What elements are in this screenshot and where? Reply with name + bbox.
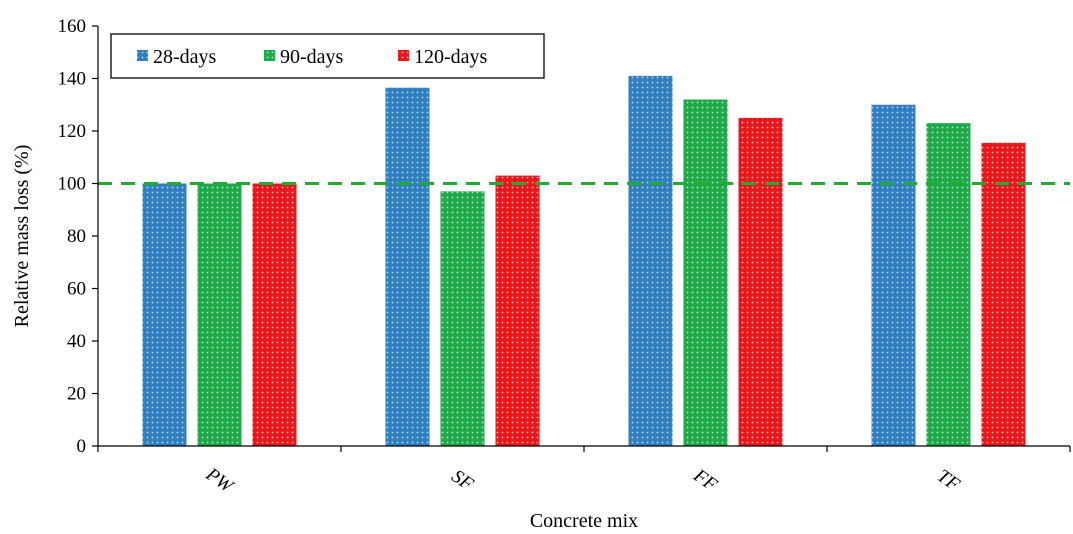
y-tick-label: 160 [58, 16, 87, 37]
y-tick-label: 100 [58, 174, 87, 195]
bar-texture [683, 99, 728, 446]
bar-texture [871, 104, 916, 446]
bars-group [142, 75, 1026, 446]
y-tick-label: 20 [67, 384, 86, 405]
legend-items: 28-days 90-days 120-days [137, 46, 488, 68]
y-tick-label: 120 [58, 121, 87, 142]
bar-texture [628, 75, 673, 446]
legend-swatch-texture [398, 50, 409, 61]
legend-label-120-days: 120-days [414, 46, 488, 68]
y-tick-label: 40 [67, 331, 86, 352]
bar-texture [981, 142, 1026, 446]
bar-texture [495, 175, 540, 446]
bar-texture [197, 183, 242, 446]
y-tick-label: 0 [77, 436, 87, 457]
y-tick-label: 80 [67, 226, 86, 247]
x-tick-label: PW [201, 463, 238, 498]
bar-texture [738, 117, 783, 446]
bar-texture [440, 191, 485, 446]
bar-texture [142, 183, 187, 446]
y-tick-label: 60 [67, 279, 86, 300]
legend-label-28-days: 28-days [153, 46, 217, 68]
bar-texture [926, 123, 971, 446]
y-tick-label: 140 [58, 69, 87, 90]
x-ticks-group: PW SF FF TF [97, 446, 1071, 498]
legend-swatch-texture [264, 50, 275, 61]
y-ticks-group: 0 20 40 60 80 100 120 140 160 [58, 16, 98, 457]
x-tick-label: TF [933, 465, 964, 495]
x-axis-title: Concrete mix [530, 510, 638, 532]
legend: 28-days 90-days 120-days [110, 33, 545, 79]
x-tick-label: SF [448, 466, 478, 496]
y-axis-title: Relative mass loss (%) [11, 145, 33, 328]
legend-label-90-days: 90-days [280, 46, 344, 68]
bar-texture [252, 183, 297, 446]
legend-swatch-texture [137, 50, 148, 61]
bar-texture [385, 87, 430, 446]
legend-box [110, 33, 545, 79]
x-tick-label: FF [689, 465, 721, 496]
